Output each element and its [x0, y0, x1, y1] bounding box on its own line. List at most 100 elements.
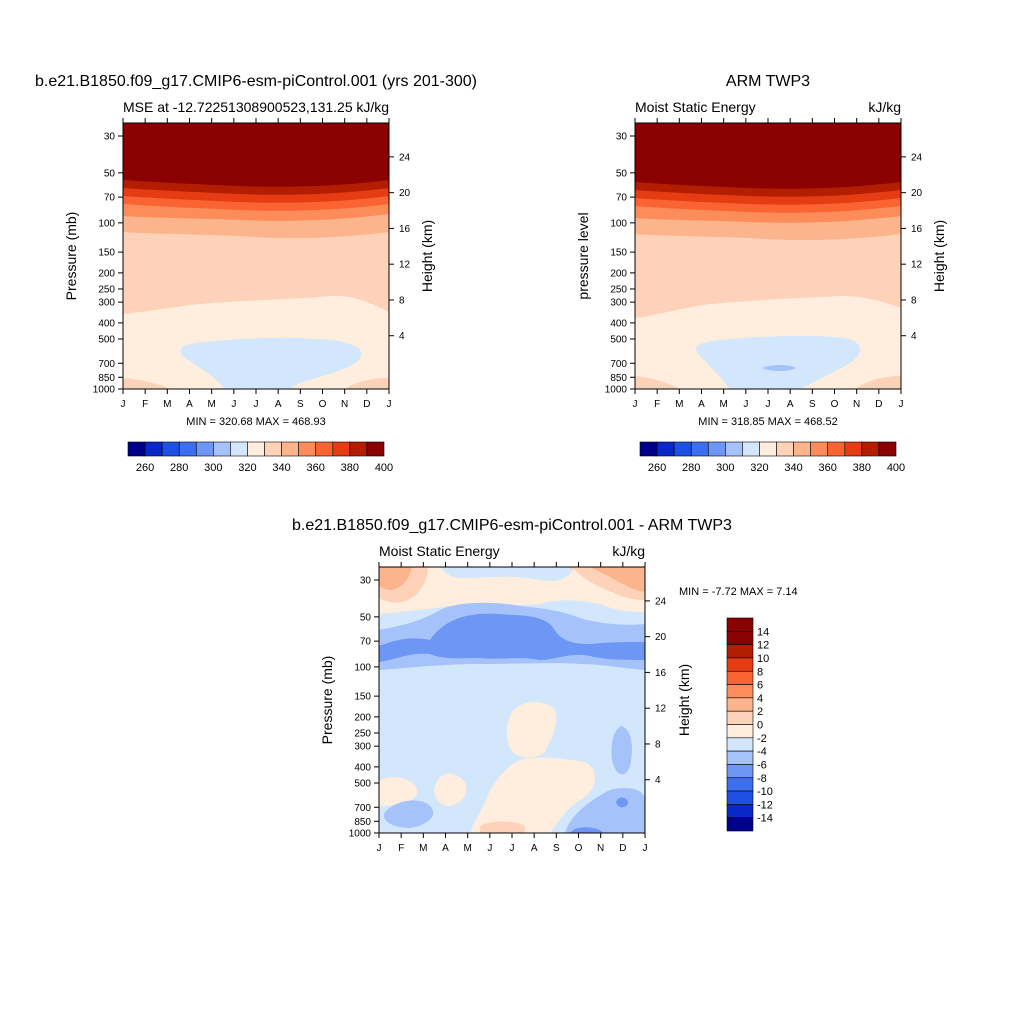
- month-tick-label: J: [231, 399, 236, 410]
- colorbar-label: -6: [757, 759, 767, 771]
- colorbar-label: -12: [757, 799, 773, 811]
- panel3-units: kJ/kg: [612, 543, 645, 559]
- pressure-tick-label: 500: [98, 334, 115, 345]
- pressure-tick-label: 400: [610, 318, 627, 329]
- contour-band-minus6-minus4: [570, 827, 604, 833]
- panel1-stats: MIN = 320.68 MAX = 468.93: [186, 416, 325, 428]
- colorbar-swatch: [673, 441, 692, 457]
- panel3-ylabel-right: Height (km): [676, 664, 692, 736]
- pressure-tick-label: 500: [610, 334, 627, 345]
- height-tick-label: 20: [911, 188, 923, 199]
- month-tick-label: A: [531, 843, 538, 854]
- month-tick-label: N: [341, 399, 348, 410]
- colorbar-swatch: [726, 697, 754, 712]
- month-tick-label: J: [743, 399, 748, 410]
- colorbar-swatch: [726, 817, 754, 832]
- contour-band-4-6: [379, 567, 645, 592]
- pressure-tick-label: 30: [616, 132, 628, 143]
- month-tick-label: O: [831, 399, 839, 410]
- colorbar-swatch: [161, 441, 180, 457]
- month-tick-label: J: [487, 843, 492, 854]
- month-tick-label: J: [643, 843, 648, 854]
- month-tick-label: J: [377, 843, 382, 854]
- pressure-tick-label: 100: [610, 218, 627, 229]
- colorbar-swatch: [726, 657, 754, 672]
- pressure-tick-label: 200: [610, 268, 627, 279]
- month-tick-label: A: [186, 399, 193, 410]
- pressure-tick-label: 250: [610, 284, 627, 295]
- colorbar-label: 280: [682, 462, 700, 474]
- pressure-tick-label: 200: [98, 268, 115, 279]
- pressure-tick-label: 150: [354, 692, 371, 703]
- colorbar-swatch: [726, 804, 754, 818]
- month-tick-label: A: [787, 399, 794, 410]
- month-tick-label: S: [553, 843, 560, 854]
- panel1-units: kJ/kg: [356, 99, 389, 115]
- colorbar-swatch: [726, 790, 754, 805]
- height-tick-label: 12: [655, 704, 667, 715]
- colorbar-label: 10: [757, 653, 769, 665]
- month-tick-label: D: [363, 399, 370, 410]
- contour-band-350-low: [635, 376, 901, 389]
- pressure-tick-label: 850: [98, 373, 115, 384]
- contour-band-2-4: [480, 821, 525, 833]
- pressure-tick-label: 700: [610, 359, 627, 370]
- colorbar-label: 280: [170, 462, 188, 474]
- pressure-tick-label: 50: [360, 612, 372, 623]
- contour-band-0-2: [506, 701, 557, 758]
- month-tick-label: F: [142, 399, 148, 410]
- pressure-tick-label: 500: [354, 778, 371, 789]
- colorbar-swatch: [759, 441, 777, 457]
- colorbar-swatch: [861, 441, 880, 457]
- pressure-tick-label: 400: [98, 318, 115, 329]
- colorbar-swatch: [742, 441, 760, 457]
- month-tick-label: O: [319, 399, 327, 410]
- contour-band-350-low: [123, 378, 389, 389]
- month-tick-label: M: [675, 399, 683, 410]
- month-tick-label: J: [633, 399, 638, 410]
- panel-model: b.e21.B1850.f09_g17.CMIP6-esm-piControl.…: [35, 73, 477, 474]
- height-tick-label: 8: [911, 295, 917, 306]
- height-tick-label: 16: [399, 224, 411, 235]
- colorbar-swatch: [213, 441, 231, 457]
- contour-band-320: [762, 365, 796, 371]
- month-tick-label: A: [698, 399, 705, 410]
- month-tick-label: O: [575, 843, 583, 854]
- month-tick-label: J: [387, 399, 392, 410]
- panel2-ylabel-right: Height (km): [931, 220, 947, 292]
- pressure-tick-label: 50: [104, 168, 116, 179]
- colorbar-label: 300: [716, 462, 734, 474]
- colorbar-label: 14: [757, 626, 769, 638]
- colorbar-swatch: [726, 764, 754, 779]
- colorbar-swatch: [878, 441, 897, 457]
- panel-diff: b.e21.B1850.f09_g17.CMIP6-esm-piControl.…: [292, 517, 798, 854]
- colorbar-label: 340: [272, 462, 290, 474]
- colorbar-swatch: [315, 441, 334, 457]
- pressure-tick-label: 700: [98, 359, 115, 370]
- colorbar-label: -8: [757, 773, 767, 785]
- colorbar-swatch: [144, 441, 163, 457]
- colorbar-swatch: [726, 670, 754, 685]
- colorbar-swatch: [726, 684, 754, 699]
- colorbar-swatch: [726, 631, 754, 645]
- colorbar-label: 320: [238, 462, 256, 474]
- colorbar-swatch: [726, 617, 754, 632]
- colorbar-swatch: [639, 441, 658, 457]
- pressure-tick-label: 100: [98, 218, 115, 229]
- colorbar-swatch: [349, 441, 368, 457]
- panel2-contours: [635, 123, 901, 389]
- panel1-title: b.e21.B1850.f09_g17.CMIP6-esm-piControl.…: [35, 73, 477, 90]
- colorbar-swatch: [726, 737, 754, 752]
- panel2-colorbar: 260 280 300 320 340 360 380 400: [639, 441, 905, 474]
- pressure-tick-label: 50: [616, 168, 628, 179]
- panel3-stats: MIN = -7.72 MAX = 7.14: [679, 586, 798, 598]
- height-tick-label: 4: [399, 331, 405, 342]
- pressure-tick-label: 850: [610, 373, 627, 384]
- panel-obs: ARM TWP3 Moist Static Energy kJ/kg 30 50 7…: [575, 73, 947, 474]
- pressure-tick-label: 1000: [93, 385, 116, 396]
- colorbar-swatch: [725, 441, 743, 457]
- panel1-left-string: MSE at -12.72251308900523,131.25: [123, 99, 353, 115]
- contour-band-410: [123, 123, 389, 187]
